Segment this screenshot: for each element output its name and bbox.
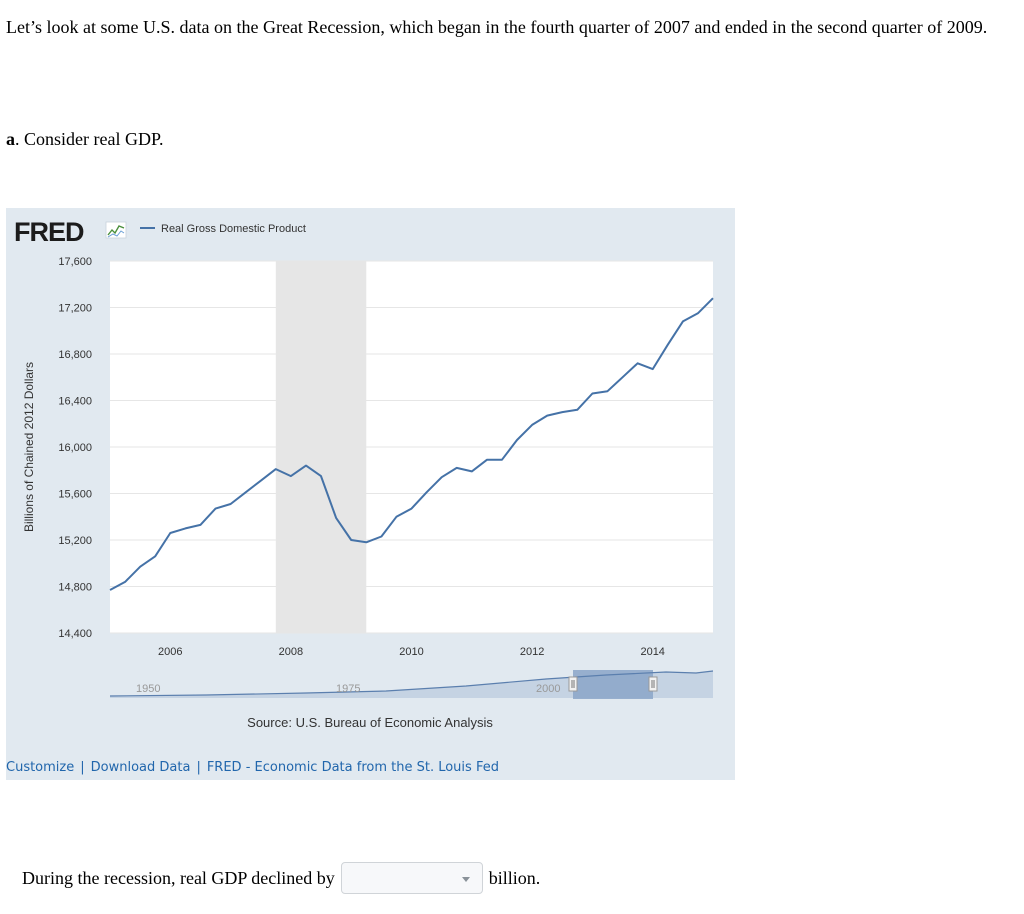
y-tick-label: 14,400 [58, 628, 92, 640]
part-text: . Consider real GDP. [15, 129, 164, 149]
legend-series-name[interactable]: Real Gross Domestic Product [161, 223, 306, 235]
navigator-label-1975: 1975 [336, 683, 360, 695]
data-point[interactable] [424, 490, 429, 495]
data-point[interactable] [409, 506, 414, 511]
chart-source: Source: U.S. Bureau of Economic Analysis [247, 715, 493, 730]
y-tick-label: 14,800 [58, 582, 92, 594]
y-tick-label: 17,600 [58, 256, 92, 268]
data-point[interactable] [183, 526, 188, 531]
data-point[interactable] [650, 367, 655, 372]
data-point[interactable] [108, 587, 113, 592]
data-point[interactable] [469, 469, 474, 474]
x-tick-label: 2012 [520, 646, 544, 658]
data-point[interactable] [620, 375, 625, 380]
data-point[interactable] [288, 474, 293, 479]
data-point[interactable] [590, 391, 595, 396]
data-point[interactable] [349, 538, 354, 543]
x-tick-label: 2010 [399, 646, 423, 658]
data-point[interactable] [439, 475, 444, 480]
data-point[interactable] [258, 478, 263, 483]
fred-logo-graph-icon [105, 221, 127, 239]
data-point[interactable] [530, 422, 535, 427]
data-point[interactable] [454, 465, 459, 470]
data-point[interactable] [213, 506, 218, 511]
fred-links: Customize | Download Data | FRED - Economic … [6, 760, 499, 775]
data-point[interactable] [123, 579, 128, 584]
fred-chart: FRED Real Gross Domestic Product 14,400 1… [14, 217, 716, 730]
data-point[interactable] [303, 463, 308, 468]
data-point[interactable] [515, 438, 520, 443]
x-tick-label: 2006 [158, 646, 182, 658]
intro-paragraph: Let’s look at some U.S. data on the Grea… [6, 17, 988, 37]
data-point[interactable] [243, 490, 248, 495]
y-tick-label: 16,400 [58, 396, 92, 408]
data-point[interactable] [228, 501, 233, 506]
y-tick-label: 17,200 [58, 303, 92, 315]
y-axis-label: Billions of Chained 2012 Dollars [22, 362, 36, 532]
y-tick-label: 15,200 [58, 535, 92, 547]
data-point[interactable] [499, 457, 504, 462]
data-point[interactable] [711, 296, 716, 301]
question-prefix: During the recession, real GDP declined … [22, 868, 335, 888]
navigator-label-1950: 1950 [136, 683, 160, 695]
data-point[interactable] [680, 319, 685, 324]
x-tick-label: 2014 [640, 646, 664, 658]
range-navigator[interactable]: 1950 1975 2000 [109, 669, 714, 699]
fred-logo: FRED [14, 217, 84, 247]
data-point[interactable] [379, 534, 384, 539]
data-point[interactable] [138, 564, 143, 569]
data-point[interactable] [605, 389, 610, 394]
y-tick-label: 16,800 [58, 349, 92, 361]
question-suffix: billion. [488, 868, 541, 888]
answer-dropdown[interactable] [340, 862, 483, 894]
fred-home-link[interactable]: FRED - Economic Data from the St. Louis … [206, 760, 499, 775]
download-data-link[interactable]: Download Data [90, 760, 191, 775]
data-point[interactable] [560, 410, 565, 415]
y-tick-label: 16,000 [58, 442, 92, 454]
data-point[interactable] [168, 531, 173, 536]
navigator-label-2000: 2000 [536, 683, 560, 695]
data-point[interactable] [545, 413, 550, 418]
chevron-down-icon [461, 877, 470, 882]
data-point[interactable] [319, 474, 324, 479]
data-point[interactable] [334, 515, 339, 520]
navigator-right-handle[interactable] [648, 676, 658, 692]
data-point[interactable] [394, 514, 399, 519]
data-point[interactable] [364, 540, 369, 545]
navigator-area [110, 671, 713, 698]
navigator-left-handle[interactable] [568, 676, 578, 692]
data-point[interactable] [273, 467, 278, 472]
question-row: During the recession, real GDP declined … [22, 860, 540, 896]
data-point[interactable] [695, 311, 700, 316]
data-point[interactable] [575, 407, 580, 412]
link-separator: | [196, 760, 201, 775]
link-separator: | [80, 760, 85, 775]
x-tick-label: 2008 [279, 646, 303, 658]
data-point[interactable] [635, 361, 640, 366]
data-point[interactable] [665, 342, 670, 347]
series-line-real-gdp[interactable] [109, 297, 714, 591]
y-tick-label: 15,600 [58, 489, 92, 501]
part-a-heading: a. Consider real GDP. [6, 126, 163, 152]
navigator-line [109, 670, 714, 697]
data-point[interactable] [153, 554, 158, 559]
data-point[interactable] [484, 457, 489, 462]
data-point[interactable] [198, 522, 203, 527]
fred-chart-panel: FRED Real Gross Domestic Product 14,400 1… [6, 208, 735, 780]
customize-link[interactable]: Customize [6, 760, 75, 775]
part-letter: a [6, 129, 15, 149]
